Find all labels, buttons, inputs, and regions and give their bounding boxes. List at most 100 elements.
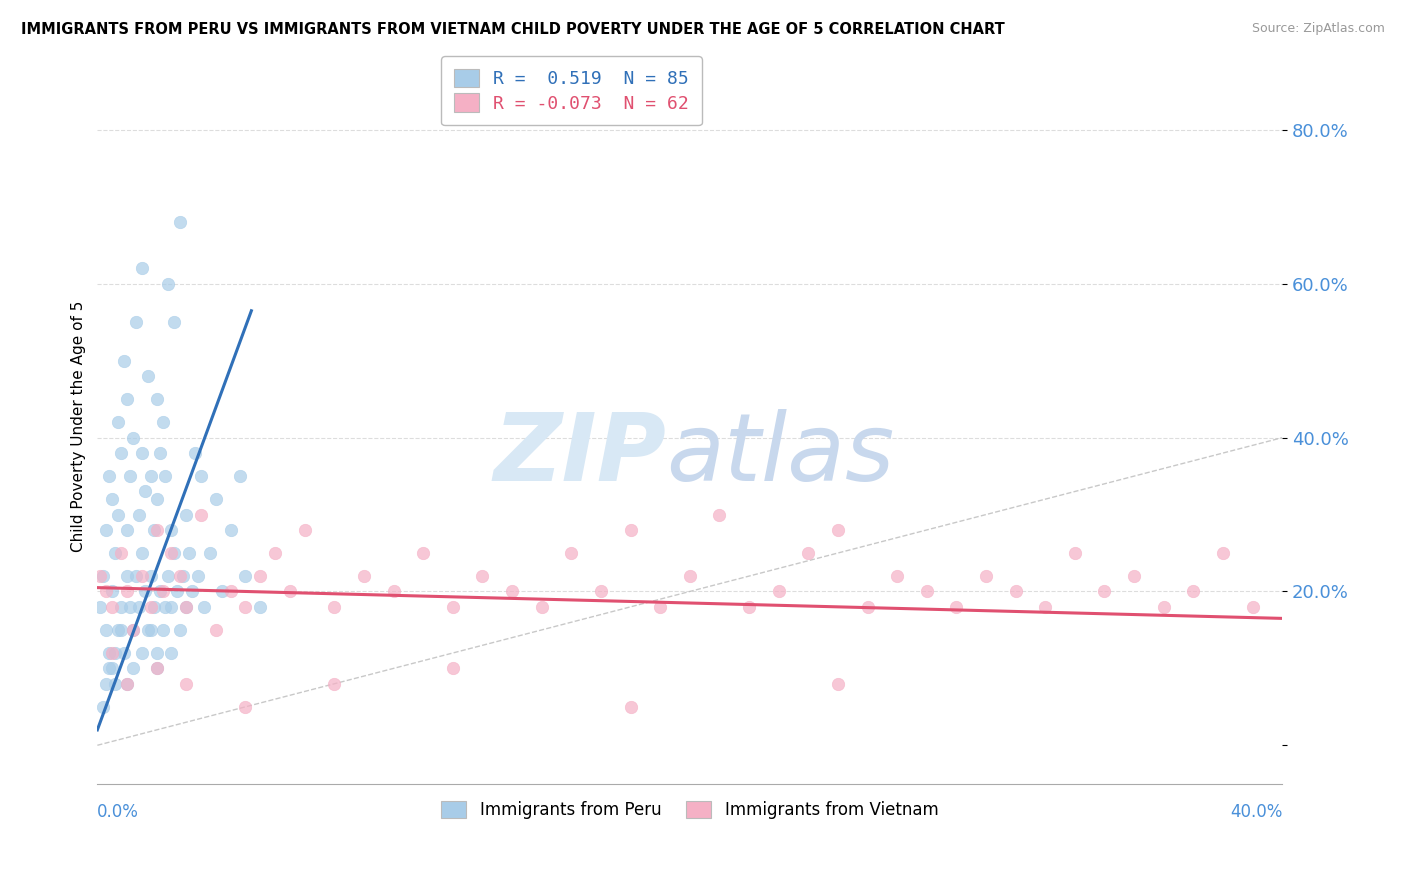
Point: [1004, 584, 1026, 599]
Point: [1212, 546, 1234, 560]
Point: [152, 415, 174, 429]
Point: [152, 584, 174, 599]
Point: [157, 277, 180, 291]
Point: [112, 353, 135, 368]
Point: [1123, 569, 1146, 583]
Point: [122, 623, 145, 637]
Point: [163, 315, 186, 329]
Point: [145, 492, 167, 507]
Point: [323, 599, 346, 614]
Point: [501, 584, 523, 599]
Point: [152, 623, 174, 637]
Point: [134, 484, 156, 499]
Point: [163, 546, 186, 560]
Point: [1182, 584, 1205, 599]
Point: [125, 569, 148, 583]
Point: [91, 569, 114, 583]
Point: [131, 446, 153, 460]
Point: [205, 492, 228, 507]
Text: 40.0%: 40.0%: [1230, 803, 1282, 821]
Point: [101, 492, 124, 507]
Point: [160, 523, 183, 537]
Point: [122, 623, 145, 637]
Point: [157, 569, 180, 583]
Point: [205, 623, 228, 637]
Point: [118, 599, 141, 614]
Point: [110, 446, 132, 460]
Point: [160, 646, 183, 660]
Point: [1063, 546, 1085, 560]
Point: [856, 599, 879, 614]
Point: [155, 599, 177, 614]
Text: Source: ZipAtlas.com: Source: ZipAtlas.com: [1251, 22, 1385, 36]
Point: [172, 569, 194, 583]
Point: [1241, 599, 1264, 614]
Point: [128, 599, 150, 614]
Point: [169, 215, 191, 229]
Point: [797, 546, 820, 560]
Point: [142, 523, 165, 537]
Point: [471, 569, 494, 583]
Point: [96, 523, 118, 537]
Point: [104, 546, 127, 560]
Point: [945, 599, 967, 614]
Point: [128, 508, 150, 522]
Point: [650, 599, 672, 614]
Point: [169, 569, 191, 583]
Point: [125, 315, 148, 329]
Point: [1094, 584, 1116, 599]
Point: [134, 584, 156, 599]
Point: [122, 431, 145, 445]
Point: [145, 661, 167, 675]
Point: [110, 599, 132, 614]
Point: [101, 661, 124, 675]
Point: [115, 677, 138, 691]
Point: [96, 584, 118, 599]
Text: atlas: atlas: [666, 409, 894, 500]
Point: [441, 599, 464, 614]
Point: [184, 446, 207, 460]
Point: [107, 415, 129, 429]
Point: [145, 646, 167, 660]
Point: [89, 569, 111, 583]
Point: [131, 261, 153, 276]
Point: [115, 523, 138, 537]
Point: [115, 392, 138, 407]
Point: [148, 584, 170, 599]
Point: [98, 646, 121, 660]
Point: [619, 523, 641, 537]
Point: [589, 584, 612, 599]
Point: [107, 508, 129, 522]
Point: [709, 508, 731, 522]
Point: [101, 599, 124, 614]
Point: [190, 469, 212, 483]
Point: [115, 584, 138, 599]
Point: [142, 599, 165, 614]
Point: [235, 569, 257, 583]
Point: [187, 569, 209, 583]
Point: [139, 623, 162, 637]
Point: [294, 523, 316, 537]
Point: [131, 646, 153, 660]
Point: [118, 469, 141, 483]
Point: [169, 623, 191, 637]
Point: [174, 508, 197, 522]
Point: [198, 546, 221, 560]
Point: [89, 599, 111, 614]
Point: [915, 584, 938, 599]
Point: [139, 599, 162, 614]
Point: [174, 599, 197, 614]
Point: [104, 677, 127, 691]
Point: [98, 661, 121, 675]
Point: [235, 599, 257, 614]
Point: [768, 584, 790, 599]
Text: IMMIGRANTS FROM PERU VS IMMIGRANTS FROM VIETNAM CHILD POVERTY UNDER THE AGE OF 5: IMMIGRANTS FROM PERU VS IMMIGRANTS FROM …: [21, 22, 1005, 37]
Point: [827, 677, 849, 691]
Point: [115, 569, 138, 583]
Point: [249, 599, 271, 614]
Point: [101, 646, 124, 660]
Point: [122, 661, 145, 675]
Point: [98, 469, 121, 483]
Point: [145, 661, 167, 675]
Point: [148, 446, 170, 460]
